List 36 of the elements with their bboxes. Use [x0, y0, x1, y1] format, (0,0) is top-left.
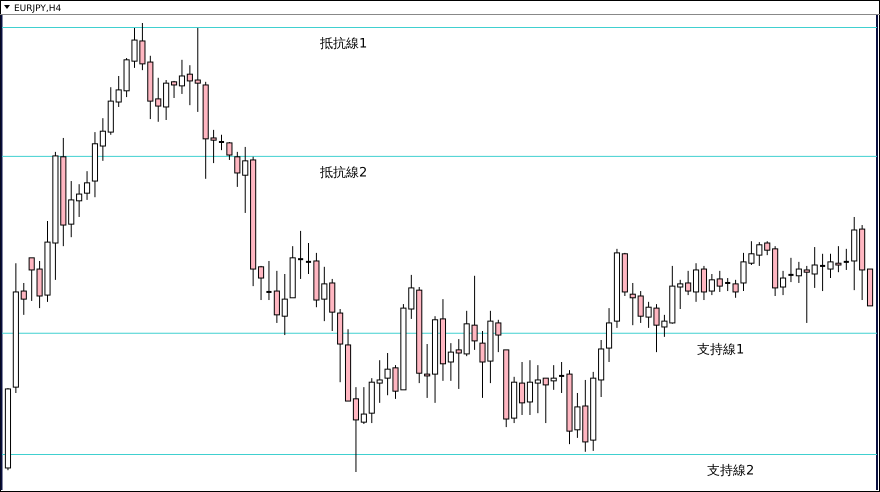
candlestick: [653, 304, 660, 353]
candlestick: [226, 141, 232, 160]
ref-line-label: 抵抗線1: [319, 36, 368, 52]
candlestick: [518, 361, 526, 416]
candlestick: [526, 360, 534, 416]
candlestick: [392, 364, 399, 400]
candlestick: [844, 248, 849, 270]
candlestick: [384, 352, 391, 396]
candlestick: [258, 265, 264, 301]
candlestick: [700, 265, 708, 301]
candlestick: [788, 257, 794, 283]
candlestick: [178, 59, 186, 94]
candlestick: [827, 253, 834, 279]
candlestick: [780, 270, 786, 296]
candlestick: [360, 386, 367, 424]
ref-line-label: 抵抗線2: [319, 165, 368, 180]
candlestick: [732, 279, 739, 298]
candlestick: [170, 80, 178, 98]
ref-line-label: 支持線2: [707, 463, 754, 478]
candlestick: [424, 344, 430, 398]
candlestick: [84, 170, 90, 200]
candlestick: [131, 27, 138, 68]
candlestick: [740, 252, 747, 292]
candlestick: [298, 230, 304, 280]
candlestick: [835, 246, 842, 273]
candlestick: [352, 386, 360, 472]
candlestick: [218, 134, 224, 151]
candlestick: [559, 361, 564, 394]
candlestick: [692, 262, 700, 302]
candlestick: [820, 253, 826, 292]
candlestick: [479, 330, 486, 398]
ref-line-label: 支持線1: [697, 342, 744, 358]
candlestick: [725, 278, 730, 292]
chart-title: EURJPY,H4: [14, 4, 62, 14]
candlestick: [266, 260, 272, 301]
candlestick: [306, 242, 312, 274]
